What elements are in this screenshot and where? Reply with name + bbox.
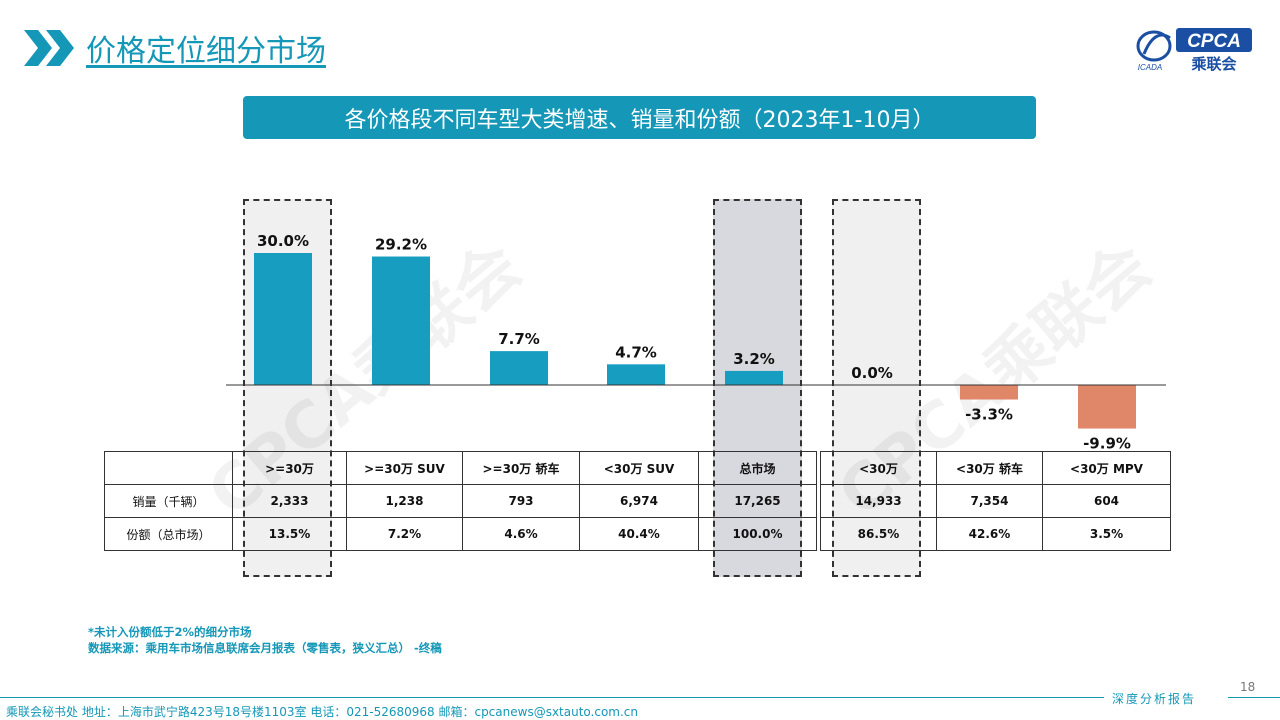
svg-text:ICADA: ICADA (1138, 63, 1162, 72)
row-label: 份额（总市场） (104, 517, 233, 551)
table-header-cell (104, 451, 233, 485)
data-label: 4.7% (615, 343, 657, 361)
report-tag: 深度分析报告 (1112, 692, 1197, 706)
page-number: 18 (1240, 680, 1256, 694)
bar (372, 256, 430, 385)
table-cell: 1,238 (346, 484, 463, 518)
table-cell: 7.2% (346, 517, 463, 551)
table-header-cell: 总市场 (698, 451, 817, 485)
bar (725, 370, 783, 385)
data-label: 29.2% (375, 236, 427, 254)
table-cell: 604 (1042, 484, 1171, 518)
row-label: 销量（千辆） (104, 484, 233, 518)
table-cell: 7,354 (936, 484, 1043, 518)
footer-divider (0, 697, 1280, 698)
table-header-cell: >=30万 轿车 (462, 451, 580, 485)
table-cell: 100.0% (698, 517, 817, 551)
chart-title-banner: 各价格段不同车型大类增速、销量和份额（2023年1-10月） (243, 96, 1036, 139)
table-cell: 14,933 (820, 484, 937, 518)
data-source-note: 数据来源：乘用车市场信息联席会月报表（零售表，狭义汇总） -终稿 (88, 641, 442, 655)
table-header-cell: >=30万 SUV (346, 451, 463, 485)
table-cell: 13.5% (232, 517, 347, 551)
table-header-row: >=30万 >=30万 SUV >=30万 轿车 <30万 SUV 总市场 <3… (104, 451, 1171, 485)
table-cell: 4.6% (462, 517, 580, 551)
bar (490, 351, 548, 385)
bar (607, 364, 665, 385)
table-row: 份额（总市场） 13.5% 7.2% 4.6% 40.4% 100.0% 86.… (104, 517, 1171, 551)
footer-contact: 乘联会秘书处 地址：上海市武宁路423号18号楼1103室 电话：021-526… (6, 705, 639, 719)
table-cell: 6,974 (579, 484, 699, 518)
table-header-cell: <30万 轿车 (936, 451, 1043, 485)
bar (1078, 385, 1136, 429)
table-header-cell: <30万 MPV (1042, 451, 1171, 485)
table-header-cell: <30万 SUV (579, 451, 699, 485)
table-cell: 3.5% (1042, 517, 1171, 551)
chevron-icon (24, 30, 74, 66)
chart-title: 各价格段不同车型大类增速、销量和份额（2023年1-10月） (344, 107, 935, 133)
sales-share-table: >=30万 >=30万 SUV >=30万 轿车 <30万 SUV 总市场 <3… (104, 451, 1171, 551)
page-title: 价格定位细分市场 (86, 34, 326, 69)
table-cell: 2,333 (232, 484, 347, 518)
table-cell: 793 (462, 484, 580, 518)
data-label: -3.3% (965, 406, 1013, 424)
data-label: 0.0% (851, 364, 893, 382)
table-row: 销量（千辆） 2,333 1,238 793 6,974 17,265 14,9… (104, 484, 1171, 518)
footnote: *未计入份额低于2%的细分市场 (88, 625, 252, 639)
data-label: 3.2% (733, 350, 775, 368)
cpca-logo: CPCA 乘联会 ICADA (1136, 28, 1252, 73)
svg-text:CPCA: CPCA (1187, 31, 1241, 52)
data-label: 7.7% (498, 330, 540, 348)
table-cell: 86.5% (820, 517, 937, 551)
bar (254, 253, 312, 385)
data-label: -9.9% (1083, 435, 1131, 453)
table-cell: 40.4% (579, 517, 699, 551)
table-cell: 42.6% (936, 517, 1043, 551)
bar (960, 385, 1018, 400)
growth-bar-chart: 30.0% 29.2% 7.7% 4.7% 3.2% 0.0% -3.3% -9.9% (226, 232, 1166, 453)
svg-text:乘联会: 乘联会 (1190, 55, 1236, 73)
data-label: 30.0% (257, 232, 309, 250)
table-header-cell: <30万 (820, 451, 937, 485)
footer-tag-background (1104, 688, 1228, 708)
table-cell: 17,265 (698, 484, 817, 518)
table-header-cell: >=30万 (232, 451, 347, 485)
